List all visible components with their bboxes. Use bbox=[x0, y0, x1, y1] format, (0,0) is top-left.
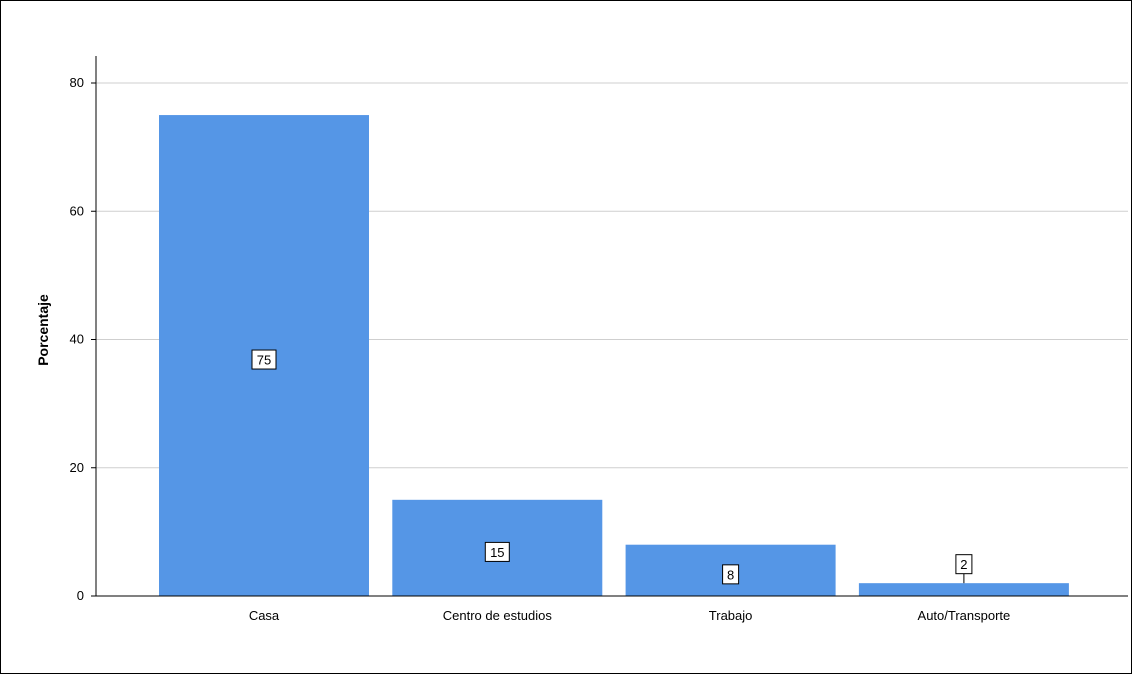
y-tick-label: 0 bbox=[77, 588, 84, 603]
x-tick-label: Casa bbox=[249, 608, 280, 623]
axes bbox=[95, 56, 1128, 597]
data-label: 15 bbox=[490, 545, 504, 560]
bar bbox=[858, 583, 1069, 596]
data-label: 75 bbox=[257, 353, 271, 368]
data-label-box bbox=[722, 564, 740, 585]
y-tick-label: 80 bbox=[70, 75, 84, 90]
x-tick-label: Trabajo bbox=[709, 608, 753, 623]
bars bbox=[159, 115, 1069, 596]
data-label: 8 bbox=[727, 567, 734, 582]
x-tick-label: Auto/Transporte bbox=[918, 608, 1011, 623]
data-label-box bbox=[251, 349, 277, 370]
data-labels: 75 15 8 2 bbox=[251, 349, 973, 585]
data-label-box bbox=[484, 541, 510, 562]
y-tick-label: 60 bbox=[70, 203, 84, 218]
y-tick-labels: 0 20 40 60 80 bbox=[70, 75, 84, 603]
data-label-box bbox=[955, 554, 973, 575]
x-tick-label: Centro de estudios bbox=[443, 608, 553, 623]
y-tick-label: 40 bbox=[70, 332, 84, 347]
data-label: 2 bbox=[960, 557, 967, 572]
x-tick-labels: Casa Centro de estudios Trabajo Auto/Transp… bbox=[249, 608, 1010, 623]
y-tick-label: 20 bbox=[70, 460, 84, 475]
y-axis-label: Porcentaje bbox=[35, 294, 51, 366]
